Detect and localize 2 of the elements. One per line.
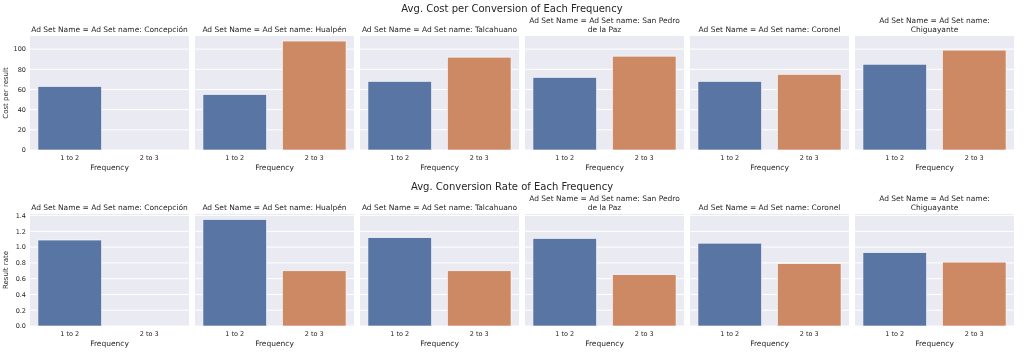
text: Avg. Conversion Rate of Each Frequency (410, 181, 614, 192)
text: Avg. Cost per Conversion of Each Frequency (401, 3, 623, 14)
